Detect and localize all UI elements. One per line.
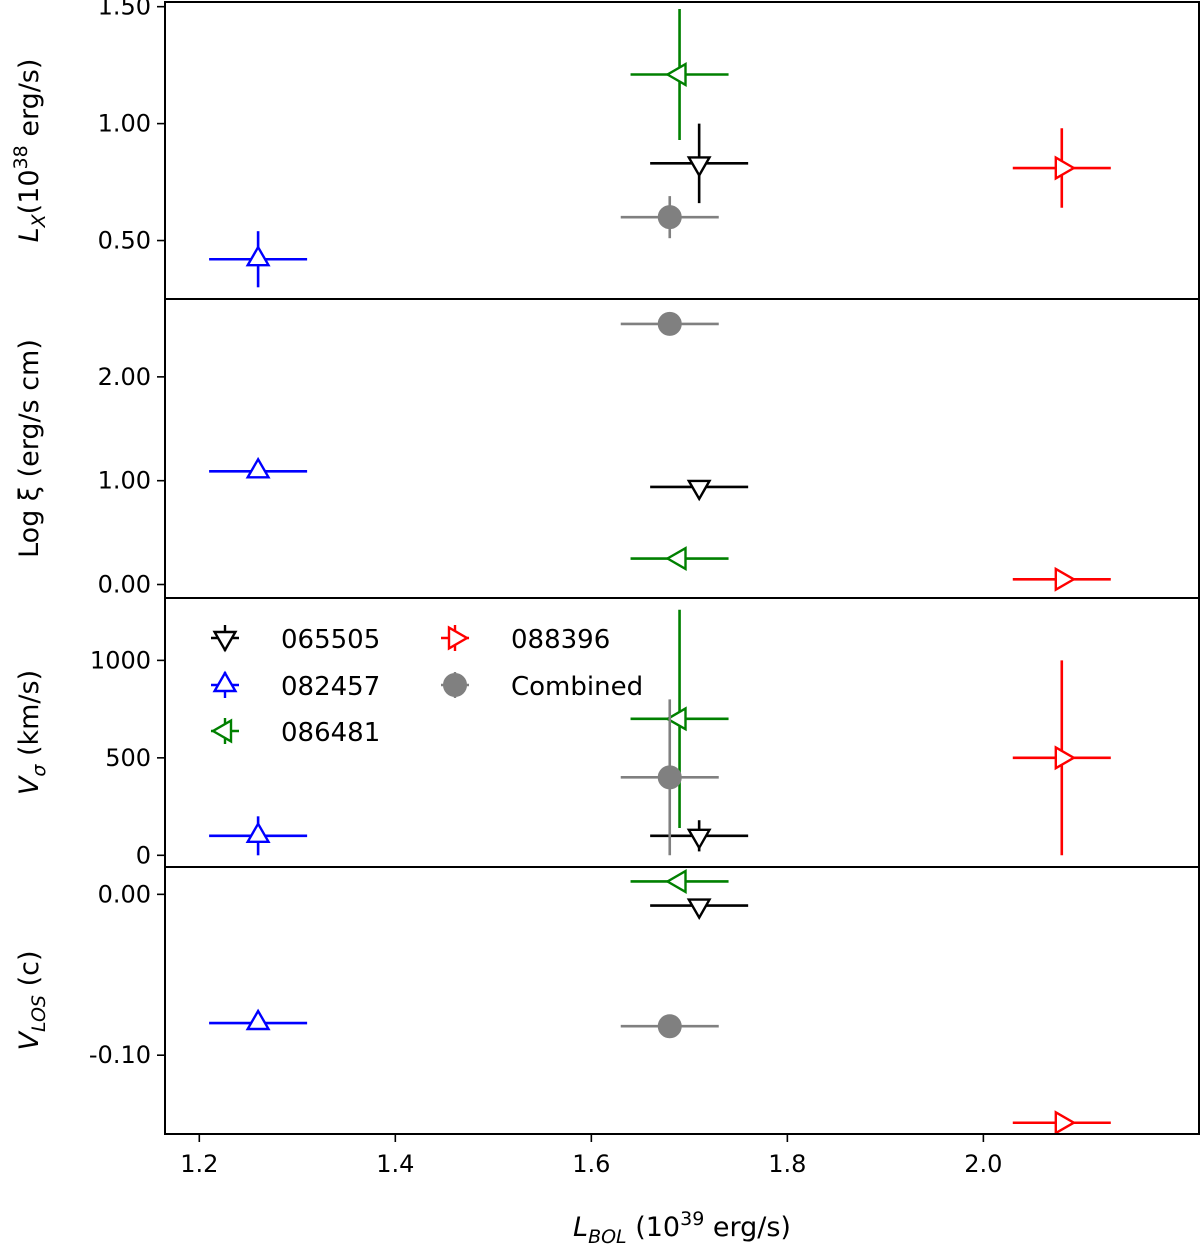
- panel-frame: [164, 866, 1200, 1135]
- marker-065505: [686, 898, 712, 921]
- y-tick-label: 0.00: [98, 571, 151, 599]
- y-tick-label: 500: [105, 744, 151, 772]
- legend-entry-combined: Combined: [441, 672, 643, 702]
- y-tick-label: 0.00: [98, 880, 151, 908]
- marker-combined: [657, 765, 682, 790]
- y-tick-label: 1.50: [98, 0, 151, 21]
- marker-088396: [1054, 155, 1077, 181]
- data-point-combined: [620, 699, 719, 856]
- marker-082457: [245, 1008, 271, 1031]
- legend-label: 088396: [511, 625, 610, 655]
- y-axis-label: LX(1038 erg/s): [10, 59, 50, 243]
- panel-frame: [164, 1, 1200, 300]
- data-point-082457: [209, 1008, 308, 1031]
- x-tick-label: 1.6: [572, 1150, 610, 1178]
- marker-combined: [657, 311, 682, 336]
- data-point-082457: [209, 456, 308, 479]
- data-point-088396: [1012, 566, 1111, 592]
- data-point-082457: [209, 816, 308, 856]
- marker-combined: [657, 1014, 682, 1039]
- x-tick-label: 1.8: [768, 1150, 806, 1178]
- legend-label: 082457: [281, 672, 380, 702]
- legend-label: 086481: [281, 718, 380, 748]
- data-point-088396: [1012, 660, 1111, 856]
- x-axis-label: LBOL (1039 erg/s): [573, 1208, 791, 1246]
- data-point-065505: [650, 898, 749, 921]
- panel-2: 0.00 1.00 2.00 Log ξ (erg/s cm): [14, 298, 1200, 599]
- x-axis: 1.2 1.4 1.6 1.8 2.0 LBOL (1039 erg/s): [180, 1134, 1002, 1246]
- data-point-065505: [650, 820, 749, 852]
- legend-entry-086481: 086481: [210, 718, 380, 748]
- legend-marker: [212, 630, 238, 653]
- y-axis-label: VLOS (c): [14, 950, 50, 1050]
- marker-086481: [665, 869, 687, 894]
- y-tick-label: 2.00: [98, 363, 151, 391]
- y-tick-label: -0.10: [89, 1041, 151, 1069]
- y-tick-label: 0.50: [98, 227, 151, 255]
- y-tick-label: 1000: [90, 646, 151, 674]
- x-tick-label: 1.2: [180, 1150, 218, 1178]
- data-point-combined: [620, 196, 719, 239]
- marker-065505: [686, 479, 712, 502]
- legend-marker: [210, 718, 233, 744]
- y-axis-label: Vσ (km/s): [14, 670, 50, 795]
- marker-086481: [665, 546, 687, 571]
- data-point-086481: [630, 9, 729, 140]
- marker-088396: [1054, 566, 1077, 592]
- panel-1: 0.50 1.00 1.50 LX(1038 erg/s): [10, 0, 1200, 300]
- y-tick-label: 0: [136, 841, 151, 869]
- y-tick-label: 1.00: [98, 110, 151, 138]
- marker-065505: [686, 156, 712, 178]
- legend: 065505 082457 086481 088396 Combined: [210, 625, 643, 748]
- marker-082457: [245, 456, 271, 479]
- marker-086481: [665, 62, 687, 87]
- data-point-combined: [620, 311, 719, 336]
- data-point-086481: [630, 869, 729, 894]
- data-point-088396: [1012, 1110, 1111, 1136]
- marker-088396: [1054, 1110, 1077, 1136]
- y-tick-label: 1.00: [98, 467, 151, 495]
- marker-082457: [245, 821, 271, 843]
- data-point-combined: [620, 1014, 719, 1039]
- data-point-065505: [650, 123, 749, 204]
- data-point-065505: [650, 479, 749, 502]
- marker-combined: [657, 205, 682, 230]
- legend-label: 065505: [281, 625, 380, 655]
- legend-marker: [443, 673, 467, 697]
- x-tick-label: 1.4: [376, 1150, 414, 1178]
- y-axis-label: Log ξ (erg/s cm): [14, 339, 45, 558]
- panels: 0.50 1.00 1.50 LX(1038 erg/s) 0.00 1.00 2.00 Lo…: [10, 0, 1200, 1136]
- legend-label: Combined: [511, 672, 643, 702]
- data-point-086481: [630, 546, 729, 571]
- data-point-086481: [630, 609, 729, 829]
- x-tick-label: 2.0: [964, 1150, 1002, 1178]
- data-point-088396: [1012, 128, 1111, 208]
- panel-4: -0.10 0.00 VLOS (c): [14, 866, 1200, 1136]
- legend-entry-065505: 065505: [211, 625, 380, 655]
- marker-065505: [686, 828, 712, 851]
- marker-086481: [665, 706, 687, 732]
- legend-entry-082457: 082457: [211, 670, 380, 702]
- legend-entry-088396: 088396: [441, 625, 610, 655]
- marker-088396: [1054, 745, 1077, 771]
- marker-082457: [245, 244, 271, 267]
- legend-marker: [447, 625, 470, 651]
- data-point-082457: [209, 231, 308, 288]
- legend-marker: [212, 670, 238, 693]
